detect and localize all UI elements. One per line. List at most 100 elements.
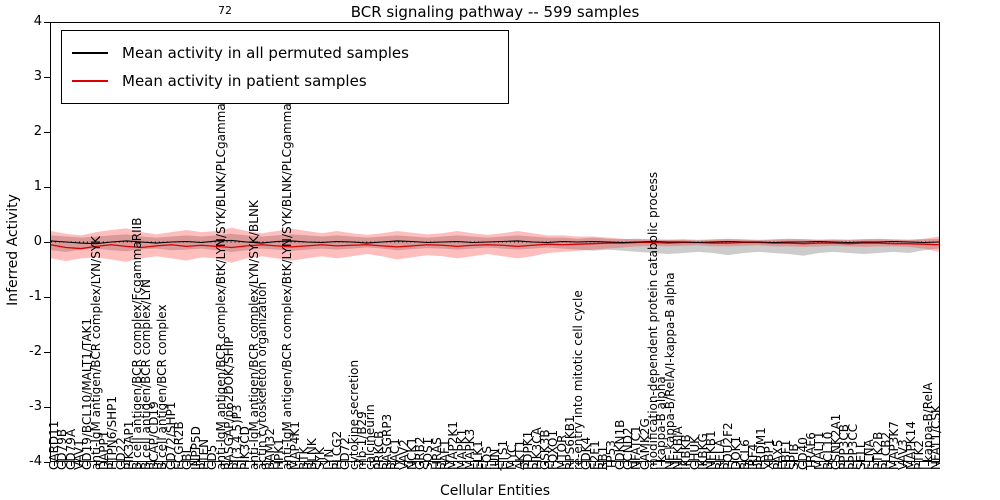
x-tick-mark	[578, 462, 580, 466]
x-tick-mark	[677, 462, 679, 466]
x-tick-mark	[644, 462, 646, 466]
legend: Mean activity in all permuted samples Me…	[61, 30, 509, 104]
x-tick-mark	[203, 462, 205, 466]
x-tick-mark	[636, 462, 638, 466]
x-tick-mark	[336, 462, 338, 466]
y-tick-label: -2	[29, 344, 42, 359]
x-tick-mark	[245, 462, 247, 466]
y-tick-mark	[44, 407, 50, 408]
x-tick-mark	[844, 462, 846, 466]
x-tick-mark	[752, 462, 754, 466]
x-tick-mark	[536, 462, 538, 466]
x-tick-mark	[619, 462, 621, 466]
y-tick-mark	[44, 187, 50, 188]
x-tick-mark	[470, 462, 472, 466]
x-tick-mark	[370, 462, 372, 466]
x-tick-mark	[345, 462, 347, 466]
patient-mean-line	[51, 241, 939, 250]
y-tick-label: 2	[33, 124, 42, 139]
x-tick-mark	[669, 462, 671, 466]
x-tick-mark	[228, 462, 230, 466]
x-tick-mark	[786, 462, 788, 466]
y-tick-mark	[44, 22, 50, 23]
x-tick-mark	[303, 462, 305, 466]
x-tick-mark	[262, 462, 264, 466]
x-tick-mark	[87, 462, 89, 466]
x-tick-mark	[420, 462, 422, 466]
x-tick-mark	[860, 462, 862, 466]
x-tick-mark	[511, 462, 513, 466]
x-tick-mark	[104, 462, 106, 466]
x-tick-mark	[353, 462, 355, 466]
x-tick-mark	[445, 462, 447, 466]
x-tick-mark	[902, 462, 904, 466]
x-tick-mark	[170, 462, 172, 466]
x-tick-mark	[295, 462, 297, 466]
x-tick-mark	[270, 462, 272, 466]
y-tick-mark	[44, 77, 50, 78]
x-tick-mark	[153, 462, 155, 466]
x-tick-mark	[253, 462, 255, 466]
x-tick-mark	[877, 462, 879, 466]
y-tick-label: -3	[29, 399, 42, 414]
x-tick-mark	[187, 462, 189, 466]
x-tick-mark	[594, 462, 596, 466]
x-tick-mark	[894, 462, 896, 466]
x-tick-mark	[836, 462, 838, 466]
x-tick-mark	[927, 462, 929, 466]
x-tick-mark	[178, 462, 180, 466]
x-tick-mark	[212, 462, 214, 466]
y-tick-label: -4	[29, 454, 42, 469]
legend-line-permuted-icon	[72, 52, 108, 54]
x-tick-mark	[528, 462, 530, 466]
permuted-mean-line	[51, 239, 939, 245]
x-tick-mark	[727, 462, 729, 466]
x-tick-mark	[811, 462, 813, 466]
x-tick-mark	[910, 462, 912, 466]
x-tick-mark	[486, 462, 488, 466]
x-tick-mark	[869, 462, 871, 466]
x-tick-mark	[287, 462, 289, 466]
x-tick-mark	[736, 462, 738, 466]
x-tick-mark	[395, 462, 397, 466]
y-tick-label: 4	[33, 14, 42, 29]
y-tick-mark	[44, 132, 50, 133]
x-tick-mark	[519, 462, 521, 466]
y-tick-mark	[44, 297, 50, 298]
x-tick-mark	[569, 462, 571, 466]
legend-label-patient: Mean activity in patient samples	[122, 72, 367, 90]
x-tick-mark	[827, 462, 829, 466]
chart-title: BCR signaling pathway -- 599 samples	[350, 3, 640, 21]
x-tick-mark	[195, 462, 197, 466]
x-tick-mark	[79, 462, 81, 466]
x-tick-mark	[70, 462, 72, 466]
legend-label-permuted: Mean activity in all permuted samples	[122, 44, 409, 62]
x-tick-mark	[611, 462, 613, 466]
y-tick-mark	[44, 352, 50, 353]
y-tick-label: 1	[33, 179, 42, 194]
x-tick-mark	[411, 462, 413, 466]
x-tick-mark	[561, 462, 563, 466]
y-tick-mark	[44, 462, 50, 463]
y-tick-label: -1	[29, 289, 42, 304]
x-axis-label: Cellular Entities	[439, 483, 551, 499]
x-tick-mark	[278, 462, 280, 466]
x-tick-mark	[120, 462, 122, 466]
x-tick-mark	[428, 462, 430, 466]
x-tick-mark	[145, 462, 147, 466]
x-tick-mark	[885, 462, 887, 466]
x-tick-mark	[935, 462, 937, 466]
x-tick-mark	[361, 462, 363, 466]
x-tick-mark	[719, 462, 721, 466]
x-tick-mark	[386, 462, 388, 466]
clipped-tick-label: 72	[218, 4, 232, 17]
x-tick-mark	[653, 462, 655, 466]
plot-area: Mean activity in all permuted samples Me…	[50, 22, 940, 462]
x-tick-mark	[162, 462, 164, 466]
x-tick-mark	[220, 462, 222, 466]
x-tick-mark	[919, 462, 921, 466]
y-tick-mark	[44, 242, 50, 243]
x-tick-mark	[378, 462, 380, 466]
x-tick-mark	[544, 462, 546, 466]
